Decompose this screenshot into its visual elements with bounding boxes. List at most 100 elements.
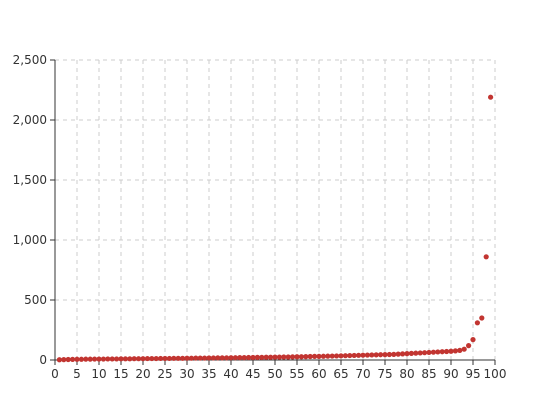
data-point [364, 352, 370, 358]
data-point [303, 354, 309, 360]
data-point [272, 354, 278, 360]
data-point [347, 352, 353, 359]
y-tick-label: 1,500 [13, 173, 47, 187]
data-point [351, 352, 357, 359]
data-point [70, 356, 76, 362]
data-point [298, 354, 304, 360]
data-point [452, 348, 458, 354]
data-point [246, 354, 252, 361]
data-point [329, 353, 335, 359]
data-point [342, 353, 348, 359]
x-tick-label: 5 [73, 367, 81, 381]
y-tick-label: 1,000 [13, 233, 47, 247]
data-point [56, 357, 63, 363]
data-point [219, 355, 225, 361]
data-point [422, 350, 428, 356]
x-tick-label: 85 [421, 367, 436, 381]
data-point [166, 355, 172, 362]
x-tick-label: 0 [51, 367, 59, 381]
data-point [483, 254, 489, 260]
data-point [144, 355, 150, 362]
data-point [334, 353, 340, 359]
data-point [276, 354, 282, 360]
data-point [162, 355, 168, 362]
data-point [259, 354, 265, 360]
x-tick-label: 45 [245, 367, 260, 381]
data-point [250, 354, 256, 361]
x-tick-label: 50 [267, 367, 282, 381]
data-point [391, 351, 397, 357]
data-point [105, 356, 111, 362]
x-tick-label: 80 [399, 367, 414, 381]
data-point [290, 354, 296, 360]
data-point [312, 353, 318, 359]
data-point [197, 355, 203, 361]
data-point [127, 356, 133, 362]
x-tick-label: 100 [484, 367, 507, 381]
axes [54, 60, 495, 361]
data-point [360, 352, 366, 358]
data-point [457, 347, 463, 353]
data-point [294, 354, 300, 360]
data-point [184, 355, 190, 361]
data-point [122, 356, 128, 362]
x-tick-label: 95 [465, 367, 480, 381]
data-point [325, 353, 331, 359]
data-point [158, 355, 164, 362]
x-tick-label: 75 [377, 367, 392, 381]
data-point [100, 356, 106, 362]
data-point [356, 352, 362, 358]
x-tick-label: 60 [311, 367, 326, 381]
x-tick-label: 25 [157, 367, 172, 381]
data-point [338, 353, 344, 359]
data-point [114, 356, 120, 362]
x-tick-label: 90 [443, 367, 458, 381]
data-point [307, 353, 313, 360]
data-point [417, 350, 423, 356]
data-point [466, 343, 472, 349]
x-tick-label: 65 [333, 367, 348, 381]
data-point [65, 356, 71, 363]
data-point [408, 350, 414, 356]
x-tick-label: 20 [135, 367, 150, 381]
data-point [461, 346, 467, 352]
x-tick-label: 30 [179, 367, 194, 381]
data-point [413, 350, 419, 356]
x-tick-label: 35 [201, 367, 216, 381]
data-point [109, 356, 115, 362]
x-tick-label: 40 [223, 367, 238, 381]
data-point [430, 349, 436, 355]
data-point [175, 355, 181, 361]
data-point [83, 356, 89, 362]
data-point [474, 320, 480, 326]
y-axis-ticks: 0 500 1,000 1,500 2,000 2,500 [13, 53, 55, 367]
data-points [56, 94, 494, 363]
data-point [378, 352, 384, 358]
grid-lines [55, 59, 496, 360]
data-point [395, 351, 401, 357]
x-axis-ticks: 0 5 10 15 20 25 30 35 40 45 50 55 60 65 70 75 80 85 90 95 10… [51, 360, 506, 381]
data-point [131, 356, 137, 362]
data-point [232, 355, 238, 361]
data-point [171, 355, 177, 361]
data-point [140, 356, 146, 362]
data-point [373, 352, 379, 358]
data-point [118, 356, 124, 362]
data-point [215, 355, 221, 361]
data-point [153, 355, 159, 362]
data-point [237, 355, 243, 361]
data-point [136, 356, 142, 362]
data-point [281, 354, 287, 360]
data-point [224, 355, 230, 361]
data-point [400, 351, 406, 357]
x-tick-label: 55 [289, 367, 304, 381]
data-point [439, 349, 445, 355]
data-point [488, 94, 494, 100]
data-point [188, 355, 194, 361]
data-point [448, 348, 454, 354]
data-point [316, 353, 322, 359]
data-point [241, 355, 247, 361]
data-point [210, 355, 216, 361]
y-tick-label: 500 [24, 293, 47, 307]
